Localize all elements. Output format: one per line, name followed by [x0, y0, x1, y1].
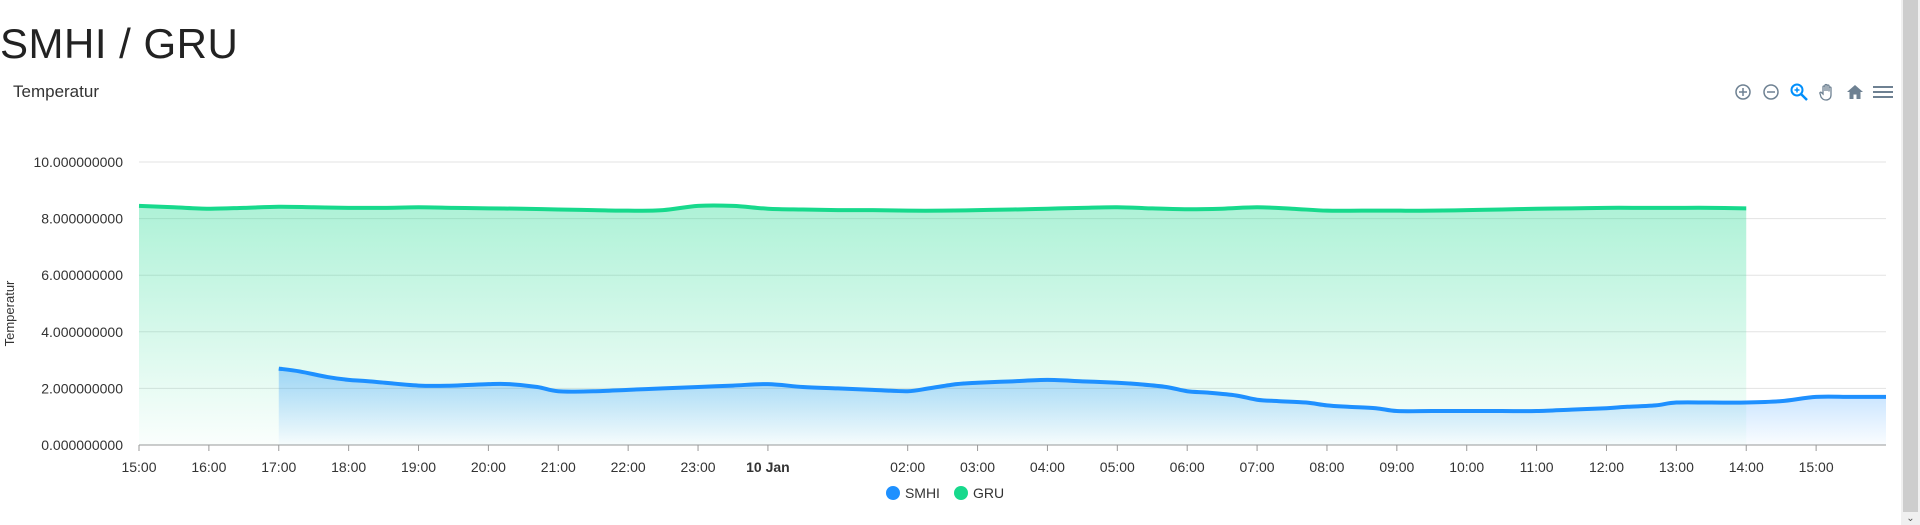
legend-marker-gru [953, 486, 968, 500]
menu-icon[interactable] [1872, 81, 1894, 103]
x-tick-label: 03:00 [960, 459, 995, 475]
reset-home-icon[interactable] [1844, 81, 1866, 103]
legend-item-smhi[interactable]: SMHI [885, 485, 940, 501]
y-tick-label: 2.000000000 [41, 380, 123, 396]
x-tick-label: 10 Jan [746, 459, 790, 475]
x-tick-label: 13:00 [1659, 459, 1694, 475]
x-tick-label: 18:00 [331, 459, 366, 475]
x-tick-label: 17:00 [261, 459, 296, 475]
y-tick-label: 8.000000000 [41, 211, 123, 227]
x-tick-label: 22:00 [611, 459, 646, 475]
x-tick-label: 15:00 [121, 459, 156, 475]
x-tick-label: 19:00 [401, 459, 436, 475]
scroll-down-arrow-icon[interactable]: ⌄ [1906, 513, 1915, 524]
chart-title: Temperatur [13, 82, 99, 101]
line-smhi[interactable] [278, 366, 1886, 414]
legend-item-gru[interactable]: GRU [953, 485, 1005, 501]
zoom-out-icon[interactable] [1760, 81, 1782, 103]
x-tick-label: 10:00 [1449, 459, 1484, 475]
y-axis-title: Temperatur [2, 280, 17, 346]
legend-marker-smhi [885, 486, 900, 500]
zoom-in-icon[interactable] [1732, 81, 1754, 103]
pan-icon[interactable] [1816, 81, 1838, 103]
series-areas [139, 205, 1886, 445]
legend-label-gru: GRU [972, 485, 1005, 501]
selection-zoom-icon[interactable] [1788, 81, 1810, 103]
x-tick-label: 05:00 [1100, 459, 1135, 475]
series-lines [138, 203, 1886, 414]
chart-legend: SMHI GRU [0, 485, 1890, 501]
x-tick-label: 20:00 [471, 459, 506, 475]
x-tick-label: 23:00 [681, 459, 716, 475]
x-tick-label: 21:00 [541, 459, 576, 475]
x-tick-label: 14:00 [1729, 459, 1764, 475]
page-scrollbar[interactable]: ⌄ [1901, 0, 1920, 525]
y-tick-label: 0.000000000 [41, 437, 123, 453]
y-tick-label: 10.000000000 [33, 154, 123, 170]
x-tick-label: 04:00 [1030, 459, 1065, 475]
chart-toolbar [1732, 82, 1894, 102]
x-tick-label: 12:00 [1589, 459, 1624, 475]
y-axis-ticks: 0.000000000 2.000000000 4.000000000 6.00000… [33, 154, 123, 453]
x-tick-label: 16:00 [191, 459, 226, 475]
area-gru [139, 205, 1747, 445]
x-tick-label: 08:00 [1309, 459, 1344, 475]
x-tick-label: 15:00 [1799, 459, 1834, 475]
x-tick-label: 11:00 [1520, 459, 1554, 475]
page-title: SMHI / GRU [0, 20, 239, 67]
x-axis-ticks: 15:00 16:00 17:00 18:00 19:00 20:00 21:00 22:00… [121, 445, 1834, 475]
x-tick-label: 02:00 [890, 459, 925, 475]
x-tick-label: 07:00 [1240, 459, 1275, 475]
legend-label-smhi: SMHI [904, 485, 940, 501]
temperature-chart: 0.000000000 2.000000000 4.000000000 6.00000… [2, 154, 1886, 475]
x-tick-label: 09:00 [1379, 459, 1414, 475]
y-tick-label: 4.000000000 [41, 324, 123, 340]
x-tick-label: 06:00 [1170, 459, 1205, 475]
line-gru[interactable] [138, 203, 1747, 213]
scrollbar-thumb[interactable] [1903, 0, 1918, 512]
y-tick-label: 6.000000000 [41, 267, 123, 283]
